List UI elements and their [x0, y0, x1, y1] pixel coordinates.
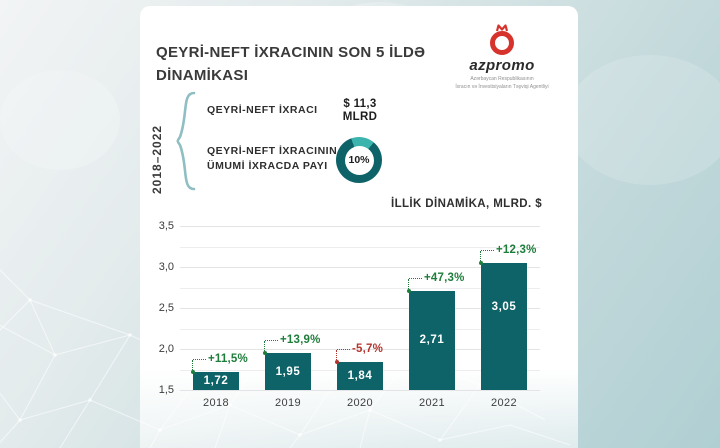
bar-value-label: 3,05	[491, 300, 517, 313]
gridline	[180, 328, 540, 330]
page-title: QEYRİ-NEFT İXRACININ SON 5 İLDƏ DİNAMİKA…	[156, 44, 426, 85]
x-axis-label: 2021	[418, 397, 446, 409]
plot-area: 1,72 +11,5% 2018 1,95 +13,9% 2019 1,84 -5,7% 202…	[180, 226, 540, 409]
change-annotation: -5,7%	[335, 338, 415, 365]
annotation-line	[265, 340, 278, 342]
annotation-line	[193, 358, 206, 360]
period-label: 2018–2022	[150, 124, 164, 194]
annotation-line	[264, 341, 265, 354]
change-percent-label: +11,5%	[208, 352, 248, 365]
bar-2019: 1,95 +13,9% 2019	[263, 334, 320, 409]
bar-2018: 1,72 +11,5% 2018	[191, 353, 248, 409]
y-tick-label: 3,5	[158, 220, 174, 232]
share-donut-chart: 10%	[336, 137, 382, 183]
bar-2020: 1,84 -5,7% 2020	[335, 343, 383, 409]
gridline	[180, 390, 540, 391]
gridline	[180, 308, 540, 309]
summary-row1-label: QEYRİ-NEFT İXRACI	[207, 104, 318, 116]
bar-2022: 3,05 +12,3% 2022	[479, 244, 536, 409]
change-annotation: +11,5%	[191, 348, 271, 374]
bar-value-label: 2,71	[419, 334, 445, 347]
gridline	[180, 246, 540, 248]
x-axis-label: 2022	[490, 397, 518, 409]
bar-rect: 2,71	[409, 290, 455, 390]
bar-value-label: 1,95	[275, 365, 301, 378]
annotation-line	[336, 350, 337, 363]
content-card: QEYRİ-NEFT İXRACININ SON 5 İLDƏ DİNAMİKA…	[140, 6, 578, 448]
change-percent-label: +47,3%	[424, 271, 465, 284]
annotation-line	[409, 277, 422, 279]
summary-row1-value: $ 11,3 MLRD	[342, 98, 378, 123]
gridline	[180, 267, 540, 268]
y-tick-label: 3,0	[158, 261, 174, 273]
azpromo-logo: azpromo Azərbaycan Respublikasının İxrac…	[440, 24, 564, 91]
logo-tagline: Azərbaycan Respublikasının İxracın və İn…	[455, 76, 549, 90]
change-annotation: +12,3%	[479, 239, 559, 265]
bar-rect: 1,84	[337, 362, 383, 390]
curly-brace-decoration	[171, 91, 199, 196]
x-axis-label: 2018	[202, 397, 230, 409]
summary-row2-label: QEYRİ-NEFT İXRACININ ÜMUMİ İXRACDA PAYI	[207, 145, 338, 172]
bar-rect: 1,72	[193, 371, 239, 390]
gridline	[180, 349, 540, 350]
annotation-line	[408, 278, 409, 291]
bar-rect: 1,95	[265, 353, 311, 390]
y-tick-label: 2,0	[158, 343, 174, 355]
pomegranate-icon	[490, 24, 514, 55]
gridline	[180, 287, 540, 289]
bar-value-label: 1,72	[203, 374, 229, 387]
chart-title: İLLİK DİNAMİKA, MLRD. $	[390, 198, 542, 210]
x-axis-label: 2020	[346, 397, 374, 409]
change-percent-label: +13,9%	[280, 334, 321, 347]
bar-rect: 3,05	[481, 262, 527, 390]
x-axis-label: 2019	[274, 397, 302, 409]
annotation-line	[480, 250, 481, 263]
logo-wordmark: azpromo	[469, 57, 535, 74]
gridline	[180, 226, 540, 227]
bar-value-label: 1,84	[347, 370, 373, 383]
y-tick-label: 2,5	[158, 302, 174, 314]
donut-value-label: 10%	[344, 145, 374, 175]
annotation-line	[481, 249, 494, 251]
bar-2021: 2,71 +47,3% 2021	[407, 272, 464, 409]
y-tick-label: 1,5	[158, 384, 174, 396]
y-axis: 3,5 3,0 2,5 2,0 1,5	[142, 220, 174, 396]
